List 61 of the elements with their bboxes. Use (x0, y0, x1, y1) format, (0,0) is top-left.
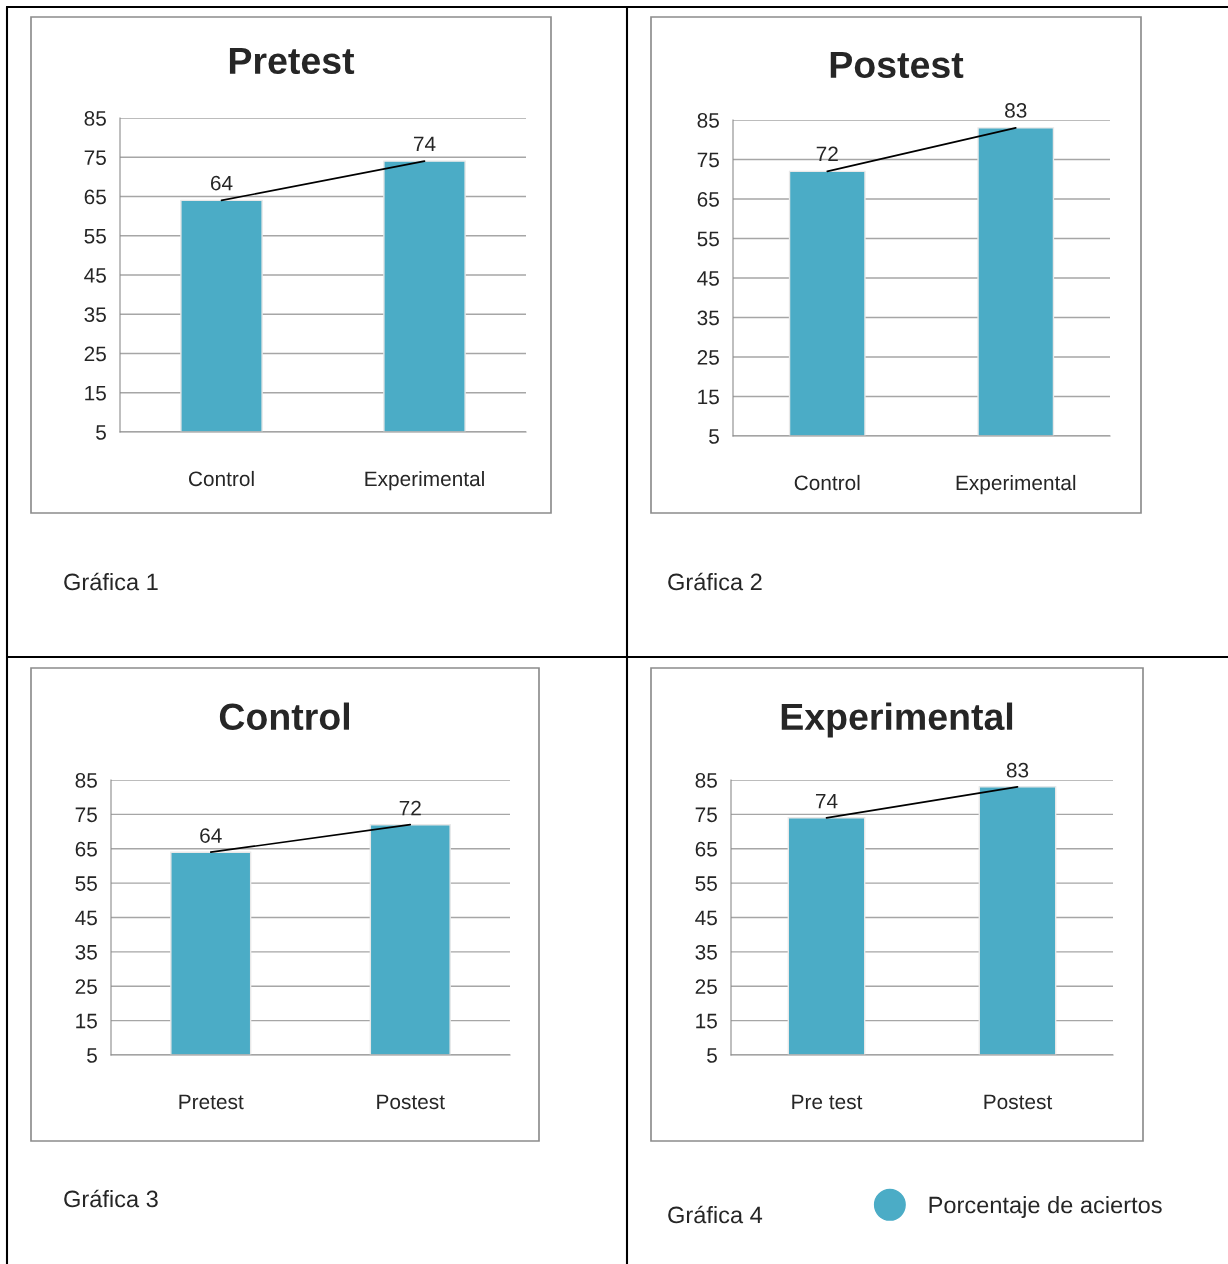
y-tick-label: 15 (698, 389, 719, 405)
y-tick-label: 25 (75, 979, 97, 994)
data-label: 83 (1005, 103, 1027, 118)
y-tick-label: 35 (75, 944, 97, 960)
y-tick-label: 15 (76, 1013, 97, 1029)
x-tick-label: Experimental (956, 474, 1076, 495)
y-tick-label: 75 (695, 807, 717, 823)
y-tick-label: 5 (87, 1048, 97, 1063)
x-tick-label: Experimental (365, 470, 484, 491)
y-tick-label: 55 (695, 876, 717, 891)
y-tick-label: 85 (695, 773, 717, 788)
x-tick-label: Control (794, 474, 860, 491)
y-tick-label: 25 (697, 350, 719, 365)
y-tick-label: 5 (709, 429, 719, 444)
y-tick-label: 25 (695, 979, 717, 994)
x-tick-label: Postest (377, 1094, 445, 1110)
y-tick-label: 55 (75, 876, 97, 891)
data-label: 83 (1006, 762, 1029, 778)
y-tick-label: 85 (84, 111, 106, 126)
y-tick-label: 85 (75, 773, 97, 788)
y-tick-label: 25 (84, 346, 106, 362)
y-tick-label: 85 (697, 113, 719, 128)
x-tick-label: Postest (984, 1094, 1053, 1110)
y-tick-label: 65 (84, 189, 106, 205)
y-tick-label: 65 (697, 192, 719, 207)
y-tick-label: 65 (75, 841, 97, 857)
y-tick-label: 75 (697, 152, 719, 168)
chart-title: Control (219, 702, 349, 731)
y-tick-label: 35 (697, 310, 719, 326)
chart-title: Postest (830, 51, 964, 79)
legend-label: Porcentaje de aciertos (929, 1195, 1162, 1219)
y-tick-label: 45 (84, 268, 106, 283)
chart-title: Pretest (229, 47, 355, 75)
y-tick-label: 35 (84, 307, 106, 322)
text: Gráfica 3 (64, 1189, 158, 1208)
y-tick-label: 65 (695, 841, 717, 857)
x-tick-label: Control (188, 470, 254, 487)
data-label: 72 (399, 800, 421, 816)
data-label: 74 (413, 136, 436, 151)
data-label: 74 (815, 794, 838, 809)
text: Gráfica 2 (668, 572, 762, 591)
data-label: 72 (816, 146, 838, 162)
y-tick-label: 45 (697, 271, 719, 286)
y-tick-label: 55 (697, 231, 719, 247)
data-label: 64 (210, 175, 233, 191)
y-tick-label: 75 (75, 807, 97, 823)
y-tick-label: 35 (695, 944, 717, 960)
y-tick-label: 45 (695, 910, 717, 926)
y-tick-label: 55 (84, 228, 106, 244)
x-tick-label: Pretest (179, 1094, 244, 1110)
y-tick-label: 15 (696, 1013, 717, 1029)
y-tick-label: 5 (96, 425, 106, 440)
x-tick-label: Pre test (792, 1094, 863, 1110)
y-tick-label: 75 (84, 150, 106, 165)
y-tick-label: 5 (707, 1048, 717, 1063)
data-label: 64 (200, 828, 222, 843)
y-tick-label: 15 (85, 385, 106, 401)
y-tick-label: 45 (75, 910, 97, 926)
text: Gráfica 4 (668, 1205, 763, 1224)
chart-title: Experimental (781, 702, 1013, 738)
text: Gráfica 1 (64, 572, 158, 591)
